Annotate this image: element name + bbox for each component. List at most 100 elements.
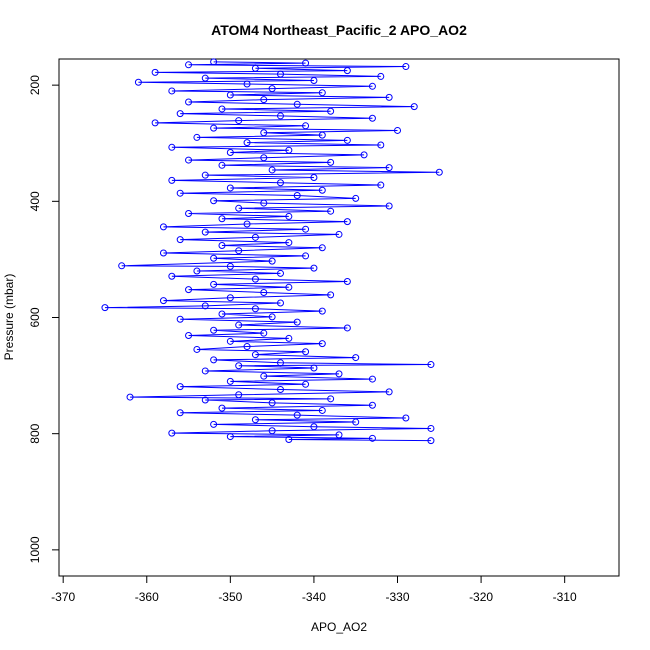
data-point [276, 179, 284, 187]
data-point [335, 431, 343, 439]
data-point [352, 418, 360, 426]
data-point [268, 399, 276, 407]
data-point [302, 348, 310, 356]
data-point [193, 267, 201, 275]
data-point [335, 230, 343, 238]
data-point [318, 340, 326, 348]
data-point [285, 146, 293, 154]
data-point [159, 223, 167, 231]
y-tick-label: 1000 [28, 536, 42, 563]
data-point [260, 199, 268, 207]
data-point [251, 351, 259, 359]
data-point [360, 151, 368, 159]
data-point [218, 404, 226, 412]
y-tick-label: 200 [28, 75, 42, 95]
data-point [285, 283, 293, 291]
data-point [176, 409, 184, 417]
data-point [352, 194, 360, 202]
data-point [276, 359, 284, 367]
data-point [260, 289, 268, 297]
data-point [176, 110, 184, 118]
data-point [268, 257, 276, 265]
data-point [201, 74, 209, 82]
data-point [427, 361, 435, 369]
x-tick-label: -320 [469, 590, 493, 604]
data-point [377, 141, 385, 149]
data-point [310, 76, 318, 84]
data-point [210, 356, 218, 364]
y-tick-label: 600 [28, 307, 42, 327]
data-point [151, 119, 159, 127]
data-point [243, 220, 251, 228]
x-tick-label: -370 [51, 590, 75, 604]
data-point [210, 280, 218, 288]
series-line [104, 61, 440, 442]
data-point [101, 304, 109, 312]
data-point [218, 310, 226, 318]
data-point [293, 192, 301, 200]
data-point [251, 275, 259, 283]
data-point [218, 161, 226, 169]
data-point [402, 63, 410, 71]
data-point [168, 272, 176, 280]
x-tick-label: -350 [218, 590, 242, 604]
data-point [343, 67, 351, 75]
x-tick-label: -360 [135, 590, 159, 604]
data-point [343, 136, 351, 144]
data-point [310, 364, 318, 372]
data-point [318, 186, 326, 194]
data-point [176, 315, 184, 323]
data-point [185, 286, 193, 294]
data-point [185, 332, 193, 340]
data-point [251, 416, 259, 424]
data-point [302, 380, 310, 388]
data-point [385, 202, 393, 210]
data-point [310, 174, 318, 182]
data-point [368, 82, 376, 90]
data-point [185, 61, 193, 69]
data-point [310, 264, 318, 272]
data-point [260, 129, 268, 137]
data-point [435, 168, 443, 176]
data-point [243, 80, 251, 88]
y-axis: 200 400 600 800 1000 [28, 75, 60, 563]
data-point [151, 68, 159, 76]
data-point [176, 236, 184, 244]
data-point [268, 85, 276, 93]
data-point [318, 89, 326, 97]
data-point [235, 247, 243, 255]
data-point [260, 372, 268, 380]
data-point [193, 345, 201, 353]
data-point [176, 189, 184, 197]
data-point [251, 64, 259, 72]
data-point [276, 112, 284, 120]
data-point [352, 354, 360, 362]
data-point [343, 218, 351, 226]
data-point [218, 241, 226, 249]
data-point [210, 326, 218, 334]
series-layer [101, 58, 443, 445]
data-point [276, 299, 284, 307]
data-point [118, 262, 126, 270]
data-point [226, 262, 234, 270]
data-point [226, 337, 234, 345]
data-point [210, 254, 218, 262]
data-point [385, 388, 393, 396]
data-point [285, 334, 293, 342]
data-point [226, 184, 234, 192]
data-point [185, 210, 193, 218]
data-point [377, 72, 385, 80]
data-point [410, 103, 418, 111]
data-point [235, 362, 243, 370]
data-point [427, 437, 435, 445]
plot-area [58, 58, 620, 577]
data-point [276, 269, 284, 277]
data-point [168, 176, 176, 184]
data-point [343, 324, 351, 332]
data-point [368, 375, 376, 383]
data-point [293, 100, 301, 108]
data-point [226, 377, 234, 385]
data-point [251, 305, 259, 313]
data-point [126, 393, 134, 401]
